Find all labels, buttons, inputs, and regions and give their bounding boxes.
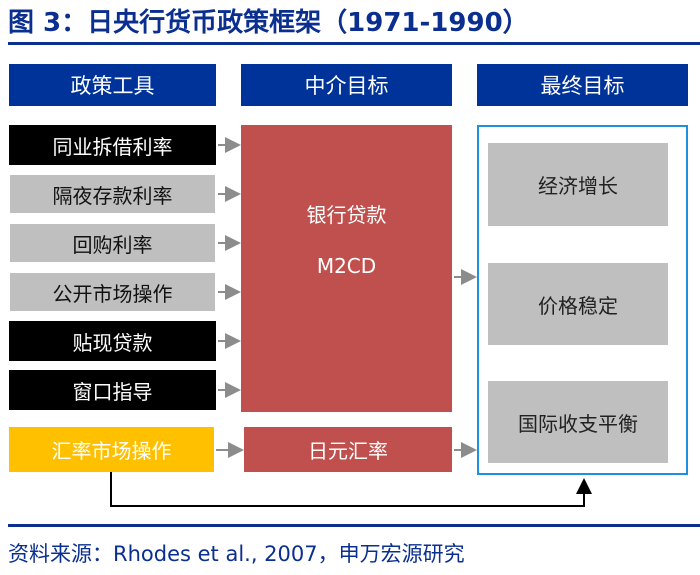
header-tools: 政策工具 xyxy=(9,64,216,106)
source-note: 资料来源：Rhodes et al., 2007，申万宏源研究 xyxy=(8,542,465,566)
tool-repo-rate: 回购利率 xyxy=(9,223,216,263)
tool-discount-loan: 贴现贷款 xyxy=(9,321,216,361)
goal-balance-of-payments: 国际收支平衡 xyxy=(488,381,668,463)
header-final: 最终目标 xyxy=(477,64,688,106)
intermediate-bank-loans: 银行贷款 M2CD xyxy=(241,125,452,412)
arrow-fx-to-goals xyxy=(110,472,592,507)
tool-overnight-deposit-rate: 隔夜存款利率 xyxy=(9,174,216,214)
header-intermediate: 中介目标 xyxy=(241,64,452,106)
source-rule xyxy=(8,524,700,527)
goal-growth: 经济增长 xyxy=(488,143,668,226)
m2cd-label: M2CD xyxy=(316,254,377,278)
intermediate-yen-rate: 日元汇率 xyxy=(244,427,452,472)
final-goals-box xyxy=(477,125,688,475)
goal-price-stability: 价格稳定 xyxy=(488,263,668,345)
tool-interbank-rate: 同业拆借利率 xyxy=(9,125,216,165)
bank-loans-label: 银行贷款 xyxy=(306,203,387,227)
figure-title: 图 3：日央行货币政策框架（1971-1990） xyxy=(8,8,529,38)
title-rule xyxy=(8,42,700,45)
tool-open-market: 公开市场操作 xyxy=(9,272,216,312)
tool-fx-operation: 汇率市场操作 xyxy=(9,427,214,472)
tool-window-guidance: 窗口指导 xyxy=(9,370,216,410)
